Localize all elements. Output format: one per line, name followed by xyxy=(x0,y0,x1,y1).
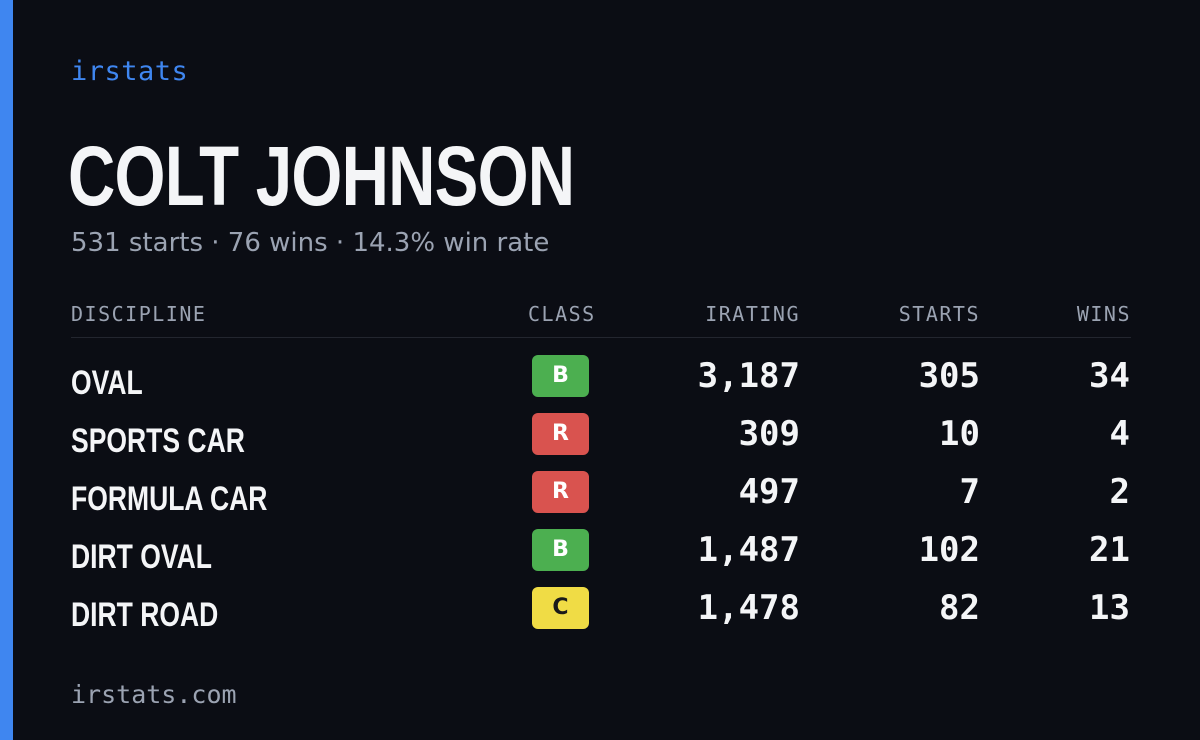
license-class-badge: C xyxy=(532,587,589,629)
table-row: OVAL B 3,187 305 34 xyxy=(71,354,1131,412)
header-class: CLASS xyxy=(528,302,596,326)
discipline-name: DIRT OVAL xyxy=(71,538,212,576)
table-row: DIRT ROAD C 1,478 82 13 xyxy=(71,586,1131,644)
wins-value: 4 xyxy=(1109,414,1130,454)
license-class-badge: B xyxy=(532,355,589,397)
discipline-name: OVAL xyxy=(71,364,143,402)
table-header: DISCIPLINE CLASS IRATING STARTS WINS xyxy=(71,300,1131,338)
footer-url: irstats.com xyxy=(71,680,237,709)
player-name: COLT JOHNSON xyxy=(68,129,575,223)
license-class-badge: R xyxy=(532,471,589,513)
wins-value: 2 xyxy=(1109,472,1130,512)
starts-value: 102 xyxy=(918,530,980,570)
table-row: SPORTS CAR R 309 10 4 xyxy=(71,412,1131,470)
player-summary: 531 starts · 76 wins · 14.3% win rate xyxy=(71,228,550,258)
table-row: FORMULA CAR R 497 7 2 xyxy=(71,470,1131,528)
starts-value: 82 xyxy=(939,588,980,628)
discipline-table: DISCIPLINE CLASS IRATING STARTS WINS OVA… xyxy=(71,300,1131,644)
irating-value: 309 xyxy=(738,414,800,454)
header-discipline: DISCIPLINE xyxy=(71,302,207,326)
brand-logo: irstats xyxy=(71,56,189,87)
starts-value: 10 xyxy=(939,414,980,454)
discipline-name: FORMULA CAR xyxy=(71,480,268,518)
discipline-name: DIRT ROAD xyxy=(71,596,219,634)
header-irating: IRATING xyxy=(705,302,800,326)
accent-bar xyxy=(0,0,13,740)
header-starts: STARTS xyxy=(898,302,980,326)
irating-value: 497 xyxy=(738,472,800,512)
irating-value: 3,187 xyxy=(697,356,800,396)
starts-value: 305 xyxy=(918,356,980,396)
header-wins: WINS xyxy=(1076,302,1131,326)
irating-value: 1,478 xyxy=(697,588,800,628)
license-class-badge: B xyxy=(532,529,589,571)
wins-value: 21 xyxy=(1089,530,1130,570)
wins-value: 34 xyxy=(1089,356,1130,396)
starts-value: 7 xyxy=(959,472,980,512)
table-row: DIRT OVAL B 1,487 102 21 xyxy=(71,528,1131,586)
license-class-badge: R xyxy=(532,413,589,455)
table-body: OVAL B 3,187 305 34 SPORTS CAR R 309 10 … xyxy=(71,354,1131,644)
irating-value: 1,487 xyxy=(697,530,800,570)
discipline-name: SPORTS CAR xyxy=(71,422,245,460)
wins-value: 13 xyxy=(1089,588,1130,628)
